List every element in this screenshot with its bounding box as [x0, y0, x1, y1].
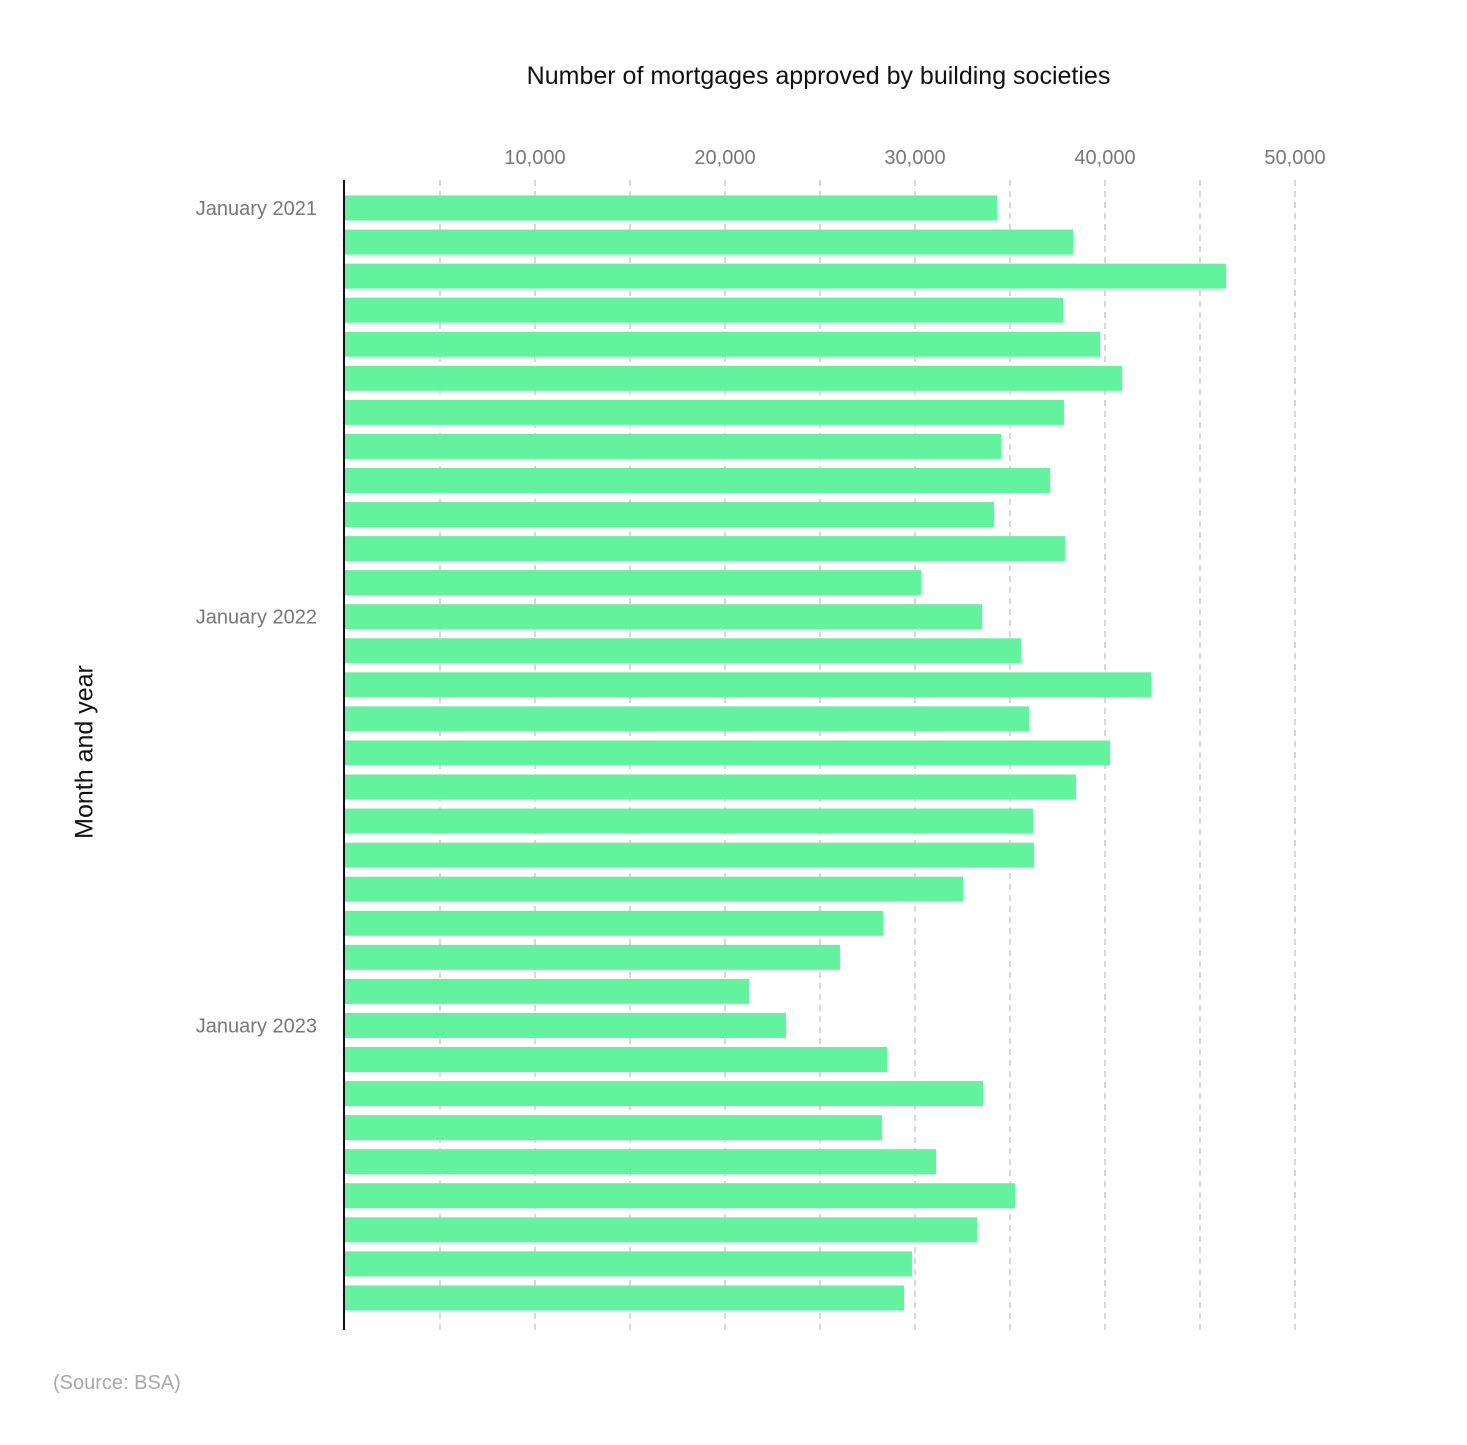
bar	[345, 774, 1076, 800]
bar	[345, 536, 1066, 562]
bar	[345, 842, 1034, 868]
bar	[345, 467, 1051, 493]
x-tick-label: 50,000	[1264, 147, 1325, 169]
bar	[345, 1149, 937, 1175]
bar	[345, 365, 1123, 391]
x-tick-label: 10,000	[504, 147, 565, 169]
y-tick-label: January 2023	[196, 1015, 317, 1037]
bar	[345, 876, 964, 902]
bar	[345, 1012, 786, 1038]
bar	[345, 604, 983, 630]
source-note: (Source: BSA)	[53, 1372, 181, 1394]
bar	[345, 263, 1227, 289]
bar	[345, 1183, 1015, 1209]
y-tick-label: January 2022	[196, 607, 317, 629]
y-tick-label: January 2021	[196, 198, 317, 220]
bar	[345, 1285, 904, 1311]
bar	[345, 297, 1064, 323]
bar	[345, 1251, 912, 1277]
bar	[345, 672, 1151, 698]
bar	[345, 331, 1101, 357]
bar	[345, 195, 998, 221]
bar	[345, 570, 922, 596]
bar	[345, 706, 1029, 732]
bar	[345, 910, 884, 936]
bar	[345, 1047, 888, 1072]
x-tick-label: 40,000	[1074, 147, 1135, 169]
bar	[345, 944, 840, 970]
bar	[345, 740, 1110, 766]
bar	[345, 502, 995, 528]
bar	[345, 433, 1002, 459]
bar	[345, 1081, 984, 1107]
x-tick-label: 30,000	[884, 147, 945, 169]
chart-title: Number of mortgages approved by building…	[526, 62, 1111, 90]
bar	[345, 1217, 977, 1243]
x-tick-label: 20,000	[694, 147, 755, 169]
bar	[345, 399, 1064, 425]
bar	[345, 808, 1033, 834]
bar	[345, 229, 1074, 255]
bar	[345, 1115, 882, 1141]
bar	[345, 638, 1022, 664]
bar	[345, 978, 749, 1004]
